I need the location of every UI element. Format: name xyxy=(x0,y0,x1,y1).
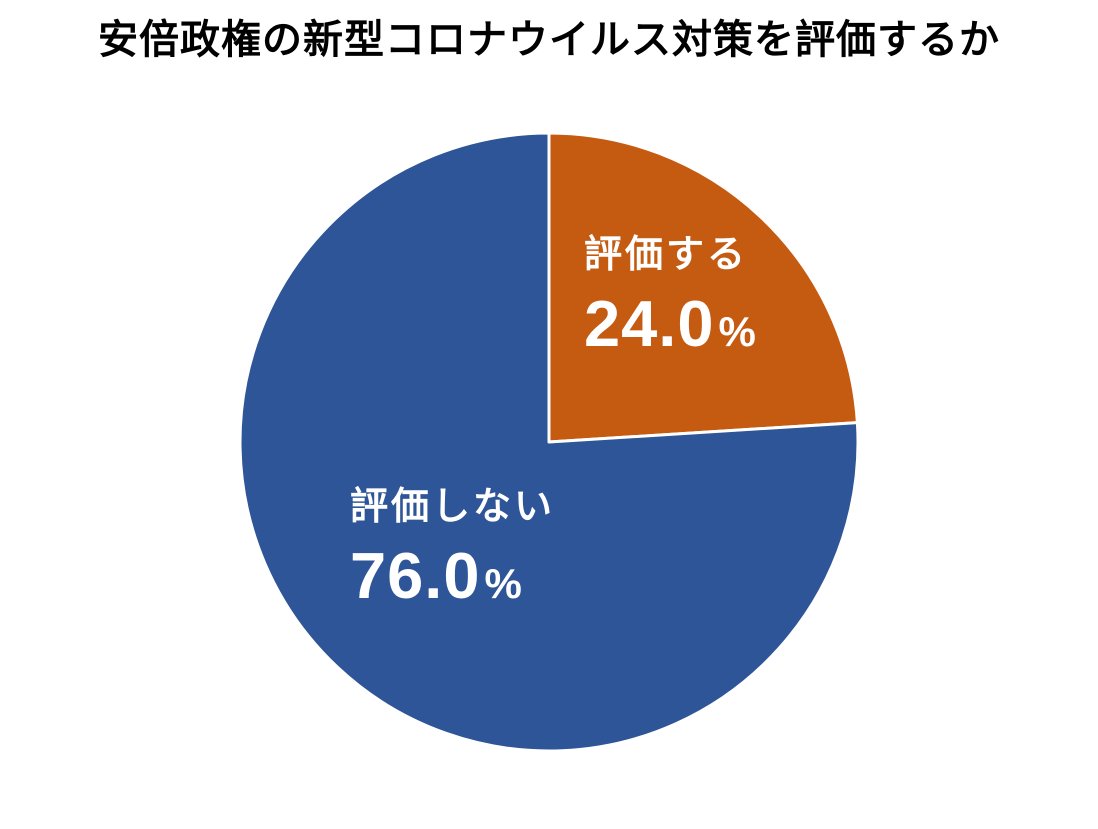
slice-disapprove-value: 76.0 % xyxy=(350,539,555,612)
percent-sign: % xyxy=(718,308,756,355)
slice-label-approve: 評価する 24.0 % xyxy=(584,233,756,356)
slice-approve-name: 評価する xyxy=(584,234,749,276)
percent-sign: % xyxy=(484,560,522,607)
slice-disapprove-value-number: 76.0 xyxy=(350,539,481,612)
pie-slice-approve xyxy=(547,131,859,444)
slice-label-disapprove: 評価しない 76.0 % xyxy=(350,485,555,608)
slice-approve-value: 24.0 % xyxy=(584,287,756,360)
chart-title: 安倍政権の新型コロナウイルス対策を評価するか xyxy=(98,18,1000,62)
slice-approve-value-number: 24.0 xyxy=(584,287,715,360)
pie-slice-disapprove xyxy=(238,131,860,753)
slice-disapprove-name: 評価しない xyxy=(350,486,556,528)
